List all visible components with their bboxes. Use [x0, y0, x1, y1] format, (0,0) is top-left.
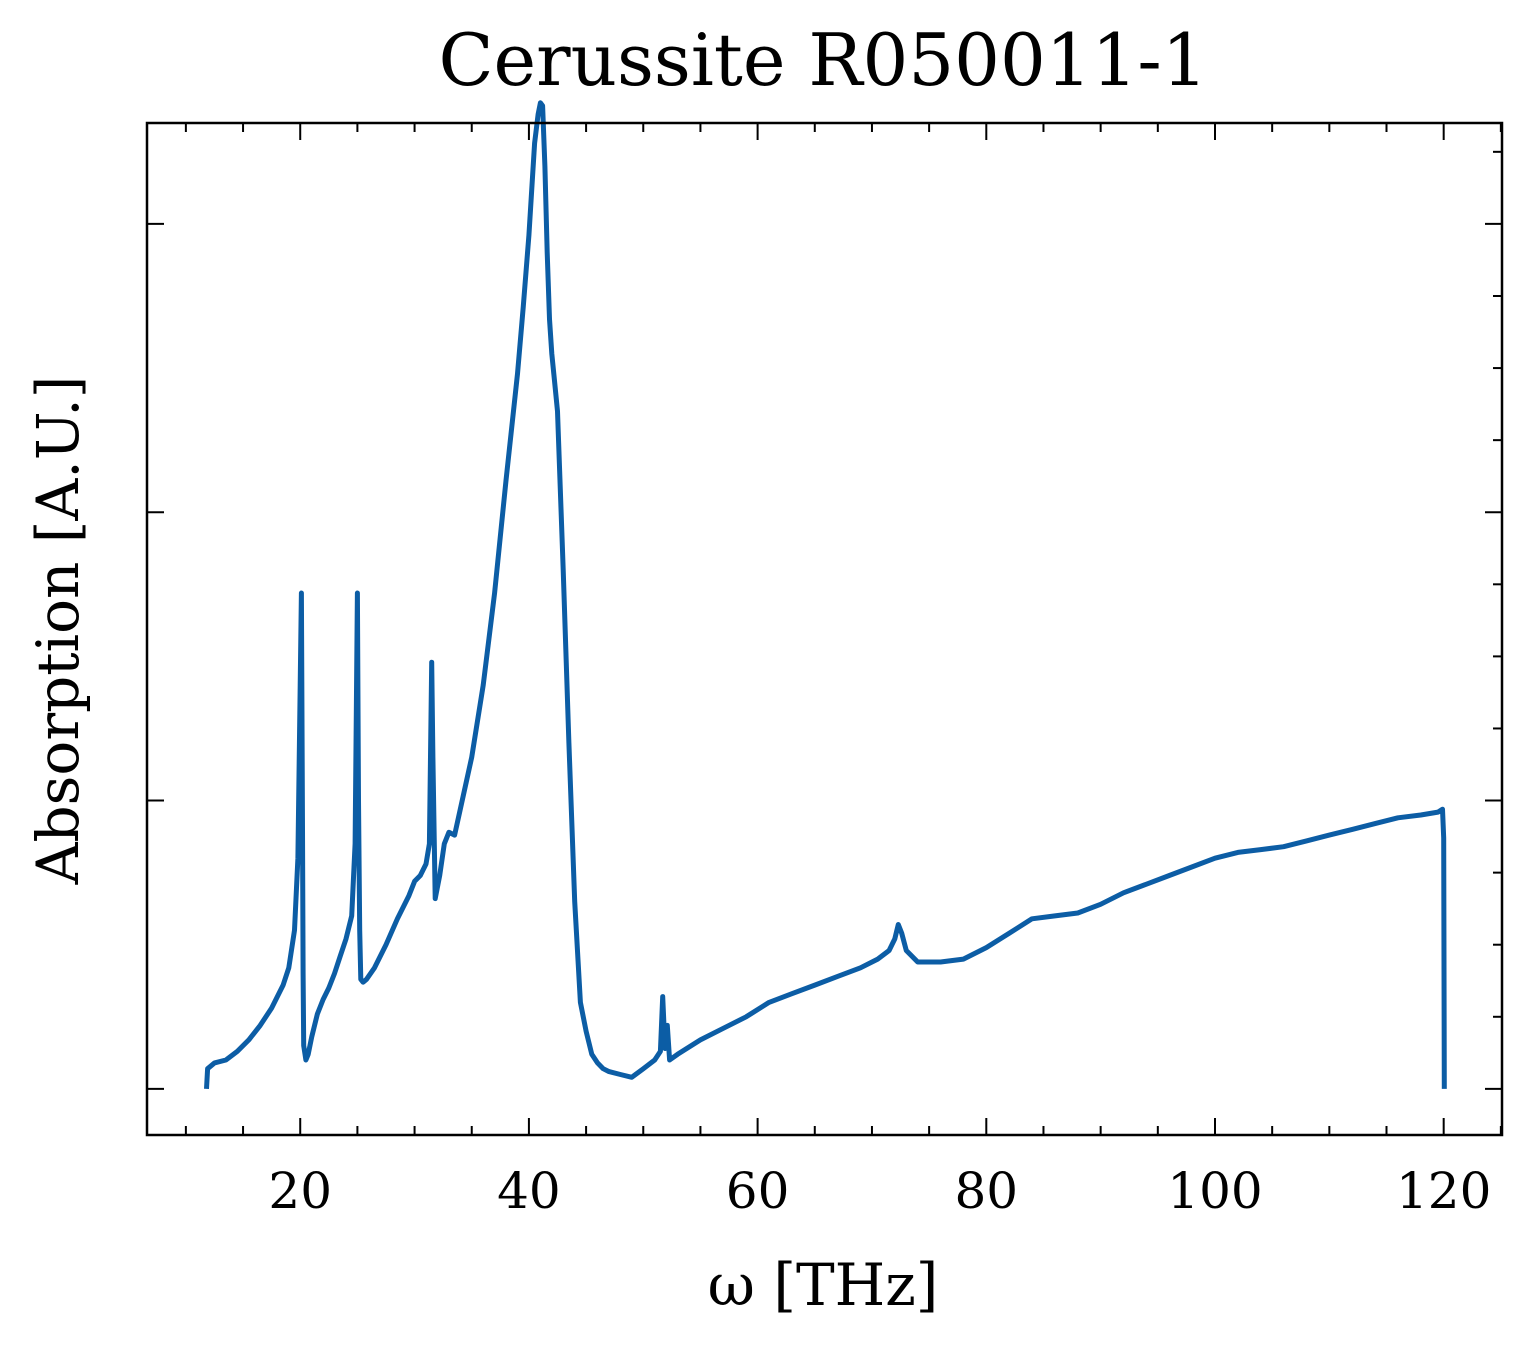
x-tick-label: 40: [497, 1162, 561, 1220]
x-tick-label: 100: [1167, 1162, 1262, 1220]
x-tick-label: 120: [1396, 1162, 1491, 1220]
chart-title: Cerussite R050011-1: [438, 18, 1207, 102]
axis-ticks: [147, 123, 1502, 1135]
x-tick-label: 60: [726, 1162, 790, 1220]
plot-frame: [145, 121, 1504, 1137]
series-line: [204, 100, 1447, 1090]
x-tick-label: 20: [268, 1162, 332, 1220]
x-axis-label: ω [THz]: [708, 1251, 939, 1319]
x-tick-label: 80: [954, 1162, 1018, 1220]
x-tick-labels: 20 40 60 80 100 120: [268, 1162, 1491, 1220]
y-axis-label: Absorption [A.U.]: [24, 376, 92, 886]
